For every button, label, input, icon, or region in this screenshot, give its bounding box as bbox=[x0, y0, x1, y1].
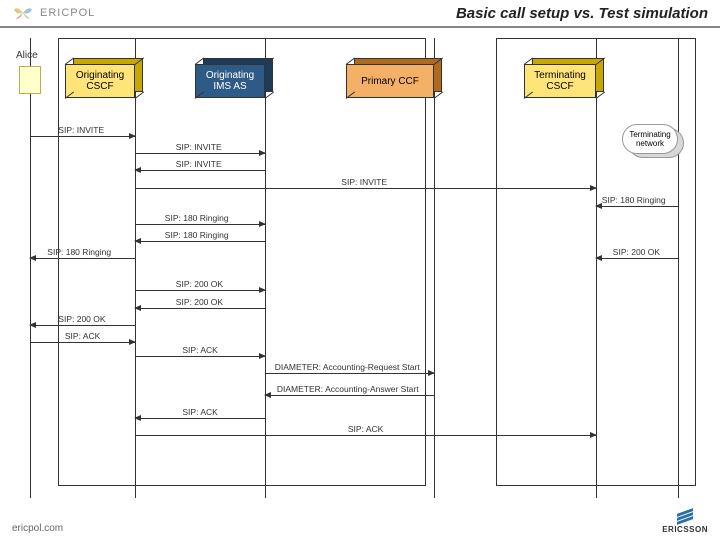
message-label: SIP: 200 OK bbox=[58, 314, 105, 324]
message-arrow bbox=[30, 258, 135, 259]
message-arrow bbox=[135, 170, 265, 171]
footer: ericpol.com ERICSSON bbox=[12, 511, 708, 534]
message-label: SIP: 180 Ringing bbox=[602, 195, 666, 205]
page: ERICPOL Basic call setup vs. Test simula… bbox=[0, 0, 720, 540]
message-label: SIP: INVITE bbox=[176, 142, 222, 152]
message-label: SIP: 180 Ringing bbox=[165, 230, 229, 240]
message-label: SIP: ACK bbox=[182, 345, 217, 355]
message-arrow bbox=[30, 136, 135, 137]
message-arrow bbox=[135, 418, 265, 419]
logo-text: ERICPOL bbox=[40, 7, 95, 19]
butterfly-icon bbox=[12, 4, 34, 22]
message-label: SIP: 200 OK bbox=[176, 279, 223, 289]
sequence-diagram: Alice Originating CSCF Originating IMS AS P… bbox=[0, 38, 720, 498]
footer-url: ericpol.com bbox=[12, 523, 63, 534]
message-arrow bbox=[135, 153, 265, 154]
actor-alice-icon bbox=[19, 66, 41, 94]
message-label: SIP: 180 Ringing bbox=[165, 213, 229, 223]
logo: ERICPOL bbox=[12, 4, 95, 22]
lifeline bbox=[434, 38, 435, 498]
message-label: SIP: 200 OK bbox=[176, 297, 223, 307]
message-label: SIP: 200 OK bbox=[613, 247, 660, 257]
orig-cscf-node: Originating CSCF bbox=[65, 64, 135, 98]
message-arrow bbox=[30, 325, 135, 326]
terminating-network-cloud: Terminating network bbox=[622, 124, 678, 160]
term-cscf-node-label: Terminating CSCF bbox=[524, 64, 596, 98]
page-title: Basic call setup vs. Test simulation bbox=[456, 5, 708, 22]
message-arrow bbox=[596, 258, 678, 259]
message-arrow bbox=[135, 290, 265, 291]
message-arrow bbox=[30, 342, 135, 343]
message-arrow bbox=[265, 373, 434, 374]
message-label: SIP: 180 Ringing bbox=[47, 247, 111, 257]
message-label: DIAMETER: Accounting-Answer Start bbox=[277, 384, 419, 394]
message-label: SIP: ACK bbox=[182, 407, 217, 417]
ericsson-bars-icon bbox=[677, 508, 693, 525]
message-arrow bbox=[135, 435, 596, 436]
orig-cscf-node-label: Originating CSCF bbox=[65, 64, 135, 98]
message-arrow bbox=[596, 206, 678, 207]
ericsson-logo: ERICSSON bbox=[662, 511, 708, 534]
message-arrow bbox=[135, 188, 596, 189]
message-label: DIAMETER: Accounting-Request Start bbox=[275, 362, 420, 372]
message-label: SIP: INVITE bbox=[341, 177, 387, 187]
primary-ccf-node: Primary CCF bbox=[346, 64, 434, 98]
frame-border bbox=[496, 38, 696, 486]
term-cscf-node: Terminating CSCF bbox=[524, 64, 596, 98]
ericsson-text: ERICSSON bbox=[662, 525, 708, 534]
message-arrow bbox=[265, 395, 434, 396]
message-label: SIP: INVITE bbox=[58, 125, 104, 135]
message-arrow bbox=[135, 308, 265, 309]
lifeline bbox=[30, 38, 31, 498]
message-label: SIP: INVITE bbox=[176, 159, 222, 169]
message-arrow bbox=[135, 356, 265, 357]
primary-ccf-node-label: Primary CCF bbox=[346, 64, 434, 98]
orig-ims-node: Originating IMS AS bbox=[195, 64, 265, 98]
message-arrow bbox=[135, 241, 265, 242]
message-label: SIP: ACK bbox=[348, 424, 383, 434]
header: ERICPOL Basic call setup vs. Test simula… bbox=[0, 0, 720, 28]
actor-alice-label: Alice bbox=[16, 50, 38, 61]
orig-ims-node-label: Originating IMS AS bbox=[195, 64, 265, 98]
message-label: SIP: ACK bbox=[65, 331, 100, 341]
terminating-network-label: Terminating network bbox=[622, 124, 678, 154]
message-arrow bbox=[135, 224, 265, 225]
